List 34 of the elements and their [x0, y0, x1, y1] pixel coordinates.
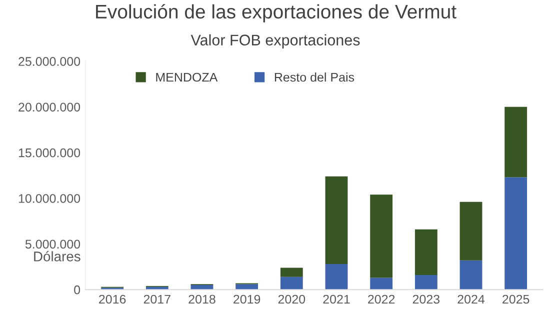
chart-title: Evolución de las exportaciones de Vermut [96, 4, 456, 22]
bar [370, 278, 393, 290]
legend-label: Resto del Pais [274, 72, 354, 82]
y-tick-label: 15.000.000 [18, 148, 80, 158]
x-tick-label: 2020 [278, 294, 306, 304]
legend-label: MENDOZA [156, 72, 218, 82]
x-tick-label: 2017 [144, 294, 170, 304]
bar [460, 202, 482, 260]
y-tick-label: 0 [74, 285, 80, 294]
x-tick-label: 2021 [323, 294, 350, 304]
bar [414, 229, 438, 276]
bar [236, 284, 258, 290]
x-tick-label: 2024 [458, 294, 485, 304]
y-tick-label: 20.000.000 [18, 102, 80, 112]
bar [325, 264, 348, 290]
y-tick-label: 5.000.000 [25, 240, 80, 249]
bar [504, 177, 528, 290]
bar [370, 194, 393, 278]
bar [280, 268, 303, 277]
y-axis-title: Dólares [34, 251, 80, 262]
x-tick-label: 2025 [502, 294, 530, 304]
bar [504, 106, 528, 178]
bar [460, 260, 482, 290]
x-tick-label: 2018 [188, 294, 216, 304]
bar [414, 275, 438, 290]
x-tick-label: 2016 [99, 294, 126, 304]
bar [280, 276, 303, 290]
chart-subtitle: Valor FOB exportaciones [190, 34, 360, 48]
y-tick-label: 25.000.000 [18, 57, 80, 66]
y-tick-label: 10.000.000 [18, 194, 80, 203]
x-tick-label: 2022 [368, 294, 395, 304]
x-tick-label: 2023 [412, 294, 440, 304]
bar [325, 176, 348, 264]
x-tick-label: 2019 [234, 294, 260, 304]
